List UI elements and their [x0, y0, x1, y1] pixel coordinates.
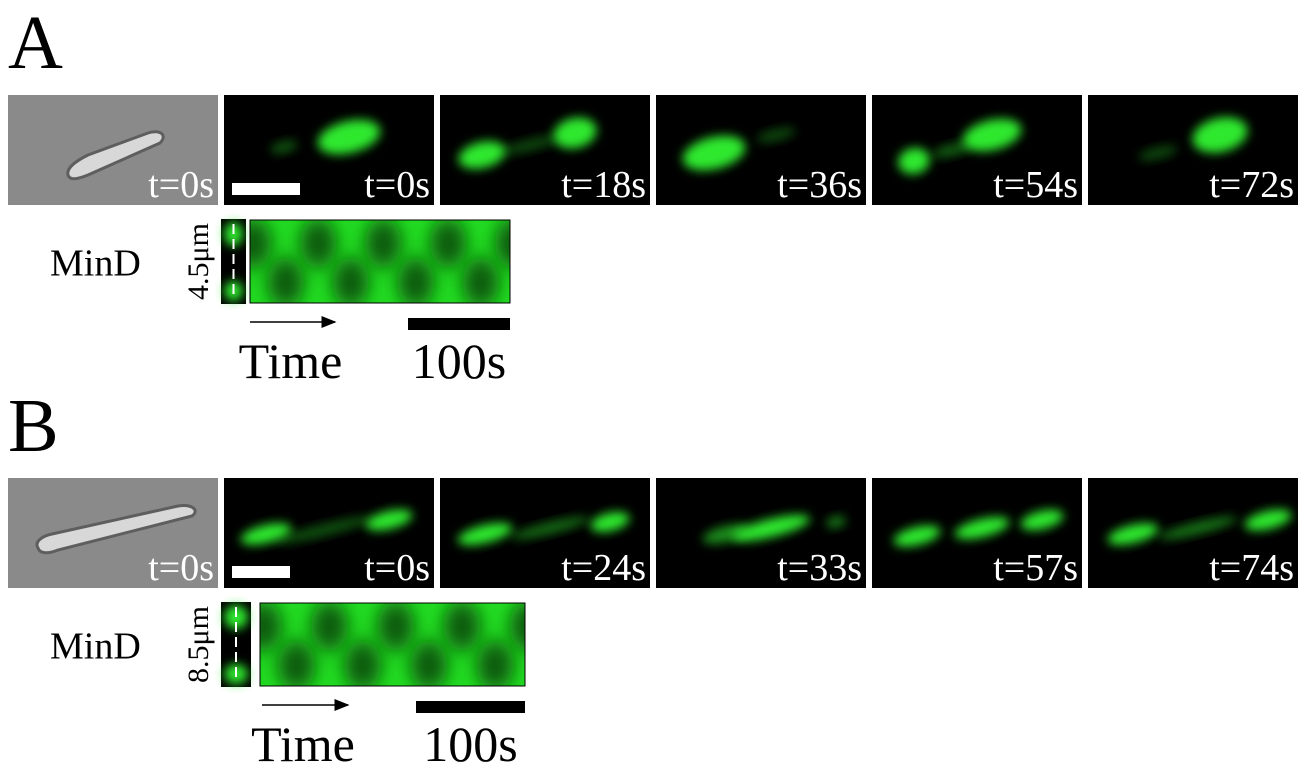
- time-label: t=0s: [148, 547, 214, 589]
- time-scale-bar: [408, 318, 510, 330]
- kymo-gap: [477, 640, 514, 690]
- time-label: t=0s: [364, 164, 430, 206]
- time-label: t=0s: [148, 164, 214, 206]
- scale-label: 100s: [423, 716, 517, 763]
- kymo-gap: [495, 218, 531, 268]
- protein-label: MinD: [50, 243, 141, 285]
- time-label: t=57s: [993, 547, 1078, 589]
- scale-label: 100s: [412, 333, 506, 389]
- kymo-gap: [278, 640, 315, 690]
- kymo-gap: [398, 257, 434, 307]
- time-axis-label: Time: [239, 333, 343, 389]
- kymo-gap: [365, 218, 401, 268]
- kymo-gap: [463, 257, 499, 307]
- kymo-gap: [510, 601, 547, 651]
- kymo-gap: [333, 257, 369, 307]
- time-axis-label: Time: [251, 716, 355, 763]
- kymo-gap: [300, 218, 336, 268]
- panel: Bt=0s t=0s t=24s t=33s t=57s t=74s MinD 8.5μm Ti…: [8, 384, 1298, 763]
- time-label: t=24s: [561, 547, 646, 589]
- panel-label: A: [8, 1, 63, 85]
- time-label: t=33s: [777, 547, 862, 589]
- kymo-gap: [528, 257, 564, 307]
- kymo-gap: [344, 640, 381, 690]
- scale-bar: [232, 183, 300, 195]
- kymo-gap: [410, 640, 447, 690]
- figure: At=0s t=0s t=18s t=36s t=54s t=72s MinD 4.5μm Ti…: [0, 0, 1300, 763]
- time-label: t=18s: [561, 164, 646, 206]
- length-label: 4.5μm: [182, 223, 215, 300]
- length-label: 8.5μm: [182, 606, 215, 683]
- time-label: t=36s: [777, 164, 862, 206]
- kymo-gap: [430, 218, 466, 268]
- kymo-gap: [377, 601, 414, 651]
- kymo-gap: [444, 601, 481, 651]
- kymo-gap: [311, 601, 348, 651]
- time-scale-bar: [416, 701, 525, 713]
- scale-bar: [232, 566, 290, 578]
- time-label: t=74s: [1209, 547, 1294, 589]
- time-label: t=54s: [993, 164, 1078, 206]
- kymo-gap: [543, 640, 580, 690]
- time-label: t=72s: [1209, 164, 1294, 206]
- protein-label: MinD: [50, 626, 141, 668]
- panel: At=0s t=0s t=18s t=36s t=54s t=72s MinD 4.5μm Ti…: [8, 1, 1298, 389]
- panel-label: B: [8, 384, 59, 468]
- kymo-gap: [268, 257, 304, 307]
- time-label: t=0s: [364, 547, 430, 589]
